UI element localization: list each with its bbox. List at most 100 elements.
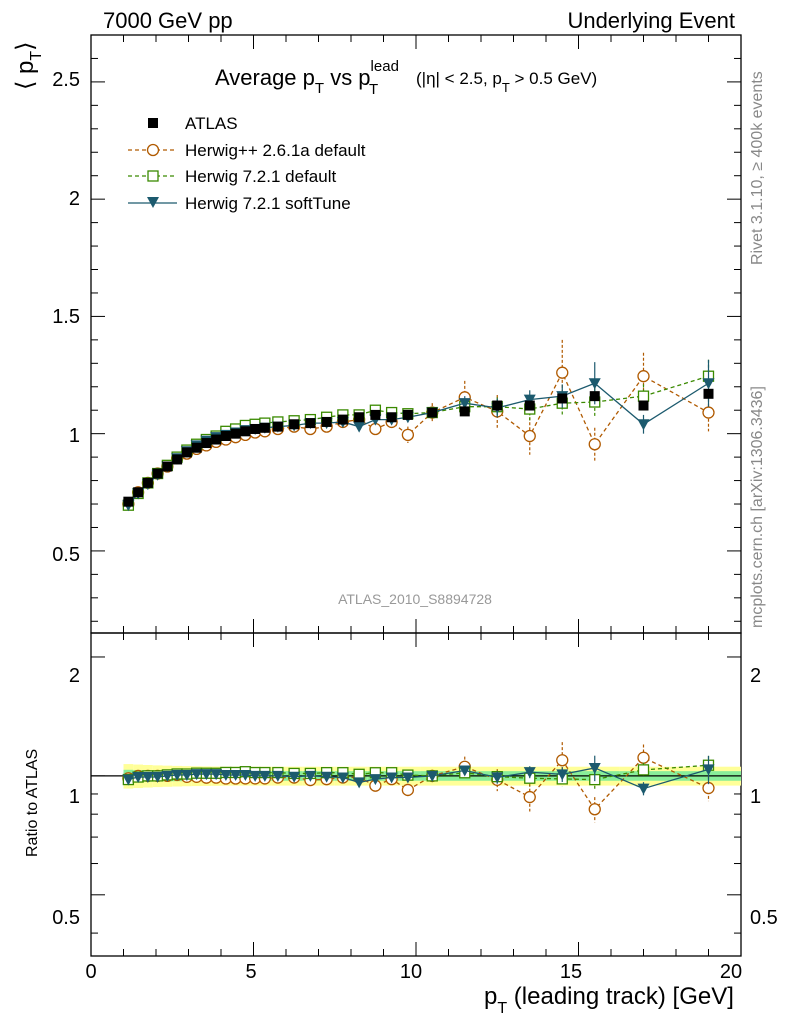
main-point (123, 496, 134, 507)
mcplots-label: mcplots.cern.ch [arXiv:1306.3436] (749, 386, 766, 628)
main-point (588, 378, 601, 390)
ratio-point (249, 770, 262, 782)
ratio-point (336, 772, 349, 784)
x-axis-label: pT (leading track) [GeV] (484, 983, 734, 1017)
ratio-point (458, 765, 471, 777)
ratio-point (401, 783, 415, 797)
ratio-point (161, 770, 174, 782)
main-point (201, 438, 212, 449)
main-point (703, 388, 714, 399)
ratio-point (151, 771, 164, 783)
main-point (354, 412, 365, 423)
ratio-point (426, 770, 439, 782)
ratio-tick-label-right-1: 1 (750, 786, 761, 808)
ratio-point (491, 772, 504, 784)
ratio-tick-label-1: 1 (69, 786, 80, 808)
ratio-point (171, 769, 184, 781)
x-tick-label-20: 20 (720, 961, 742, 983)
main-point (353, 421, 366, 433)
ratio-point (141, 771, 154, 783)
ratio-point (304, 770, 317, 782)
ratio-point (122, 774, 135, 786)
main-point (133, 487, 144, 498)
ratio-point (190, 769, 203, 781)
y-axis-label-main: ⟨ pT⟩ (12, 41, 45, 90)
ratio-tick-label-right-2: 2 (750, 665, 761, 687)
ratio-series-herwig-7-2-1-softtune (122, 755, 715, 796)
legend-label-herwig7-softtune: Herwig 7.2.1 softTune (185, 194, 351, 213)
ratio-point (132, 772, 145, 784)
main-point (321, 416, 332, 427)
main-point (181, 447, 192, 458)
legend-marker-atlas (148, 118, 158, 128)
main-point (702, 406, 715, 419)
main-point (162, 461, 173, 472)
main-point (402, 409, 413, 420)
ratio-point (210, 769, 223, 781)
main-point (637, 419, 650, 431)
main-point (337, 414, 348, 425)
rivet-label: Rivet 3.1.10, ≥ 400k events (749, 71, 766, 265)
y-tick-label-1: 1 (69, 425, 80, 447)
legend: ATLAS Herwig++ 2.6.1a default Herwig 7.2… (128, 114, 366, 213)
main-point (637, 390, 650, 402)
main-point (230, 428, 241, 439)
ratio-point (385, 772, 398, 784)
header-left: 7000 GeV pp (103, 8, 233, 33)
ratio-tick-label-0-5: 0.5 (52, 907, 80, 929)
main-point (556, 366, 569, 379)
ratio-point (702, 764, 715, 776)
y-tick-label-0-5: 0.5 (52, 544, 80, 566)
ratio-point (200, 769, 213, 781)
plot-title-sub: T (369, 81, 378, 98)
main-point (152, 468, 163, 479)
main-point (259, 422, 270, 433)
main-series-atlas (123, 388, 714, 507)
main-point (401, 428, 415, 441)
main-point (191, 442, 202, 453)
ratio-point (556, 754, 569, 767)
main-point (386, 412, 397, 423)
ratio-point (523, 790, 536, 804)
main-point (240, 426, 251, 437)
ratio-point (702, 781, 715, 795)
y-axis-label-ratio: Ratio to ATLAS (24, 749, 41, 857)
x-tick-label-0: 0 (85, 961, 96, 983)
main-point (589, 391, 600, 402)
ratio-point (258, 770, 271, 782)
main-point (220, 431, 231, 442)
legend-label-herwig7-default: Herwig 7.2.1 default (185, 167, 336, 186)
header-right: Underlying Event (567, 8, 735, 33)
main-point (458, 398, 471, 410)
ratio-point (288, 771, 301, 783)
legend-marker-herwig7-softtune (147, 197, 159, 208)
ratio-series (122, 742, 715, 823)
main-point (250, 423, 261, 434)
ratio-point (320, 771, 333, 783)
ratio-point (369, 774, 382, 786)
ratio-point (219, 770, 232, 782)
x-tick-label-10: 10 (400, 961, 422, 983)
analysis-watermark: ATLAS_2010_S8894728 (338, 591, 492, 607)
main-point (172, 454, 183, 465)
ratio-point (239, 770, 252, 782)
ratio-point (353, 777, 366, 789)
ratio-point (556, 769, 569, 781)
ratio-point (180, 769, 193, 781)
main-point (459, 406, 470, 417)
main-point (305, 418, 316, 429)
x-tick-label-5: 5 (245, 961, 256, 983)
main-point (638, 400, 649, 411)
main-point (557, 393, 568, 404)
legend-marker-herwig7-default (147, 170, 159, 182)
legend-label-herwigpp: Herwig++ 2.6.1a default (185, 141, 366, 160)
main-point (142, 477, 153, 488)
y-tick-label-1-5: 1.5 (52, 306, 80, 328)
main-point (370, 409, 381, 420)
y-tick-label-2: 2 (69, 188, 80, 210)
legend-marker-herwigpp (146, 143, 160, 157)
legend-label-atlas: ATLAS (185, 114, 238, 133)
ratio-point (637, 783, 650, 795)
ratio-point (588, 762, 601, 774)
